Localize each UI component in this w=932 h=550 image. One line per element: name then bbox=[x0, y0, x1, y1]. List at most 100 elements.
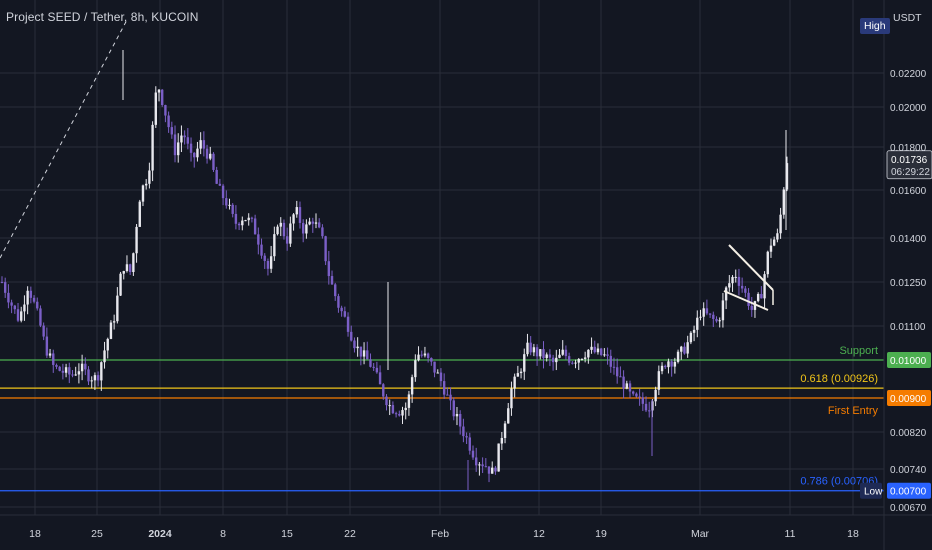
price-tick-label: 0.01400 bbox=[890, 234, 927, 245]
candle-body bbox=[420, 354, 423, 356]
candle-body bbox=[449, 394, 452, 401]
candle-body bbox=[497, 443, 500, 472]
candle-body bbox=[683, 346, 686, 354]
candlesticks bbox=[0, 50, 789, 490]
candle-body bbox=[318, 222, 321, 228]
candle-body bbox=[221, 185, 225, 199]
candle-body bbox=[144, 183, 148, 186]
candle-body bbox=[48, 353, 52, 356]
candle-body bbox=[606, 354, 609, 356]
candle-body bbox=[465, 436, 468, 438]
candle-body bbox=[125, 264, 129, 272]
candle-body bbox=[590, 346, 593, 350]
candle-body bbox=[196, 148, 199, 158]
candle-body bbox=[122, 271, 125, 274]
candle-body bbox=[273, 234, 276, 257]
candle-body bbox=[301, 222, 305, 234]
high-tag: High bbox=[860, 18, 890, 34]
low-tag: Low bbox=[864, 487, 883, 498]
candle-body bbox=[452, 400, 455, 417]
candle-body bbox=[523, 354, 526, 372]
price-label-bg bbox=[887, 352, 931, 368]
candle-body bbox=[410, 377, 414, 395]
candle-body bbox=[503, 423, 507, 438]
candle-body bbox=[276, 226, 279, 235]
candle-body bbox=[324, 236, 327, 262]
candle-body bbox=[622, 376, 625, 389]
candle-body bbox=[282, 222, 286, 237]
candle-body bbox=[186, 137, 190, 144]
trend-dashed-line bbox=[0, 17, 129, 259]
candle-body bbox=[577, 359, 580, 363]
candle-body bbox=[289, 223, 292, 244]
candle-body bbox=[84, 363, 87, 370]
candle-body bbox=[603, 354, 606, 356]
candle-body bbox=[90, 380, 93, 382]
candle-body bbox=[132, 253, 135, 273]
candle-body bbox=[13, 305, 17, 310]
candle-body bbox=[587, 349, 590, 358]
candle-body bbox=[340, 307, 343, 312]
price-tick-label: 0.01250 bbox=[890, 278, 927, 289]
candle-body bbox=[731, 276, 734, 284]
candle-body bbox=[667, 361, 670, 368]
candle-body bbox=[753, 301, 757, 310]
candle-body bbox=[77, 371, 81, 375]
price-label-bg bbox=[887, 390, 931, 406]
time-tick-label: Feb bbox=[431, 528, 449, 540]
candle-body bbox=[747, 292, 750, 306]
candle-body bbox=[218, 183, 222, 186]
candle-body bbox=[353, 340, 356, 349]
chart-title: Project SEED / Tether, 8h, KUCOIN bbox=[6, 10, 199, 24]
candle-body bbox=[20, 311, 23, 321]
candle-body bbox=[266, 260, 270, 269]
candle-body bbox=[343, 311, 347, 317]
countdown: 06:29:22 bbox=[891, 167, 930, 178]
pennant-upper-line bbox=[728, 244, 774, 291]
candle-body bbox=[36, 301, 39, 309]
candle-body bbox=[29, 290, 33, 298]
price-label: 0.01000 bbox=[890, 356, 927, 367]
candle-body bbox=[551, 357, 555, 363]
hline-label: 0.618 (0.00926) bbox=[800, 373, 878, 385]
candle-body bbox=[423, 353, 427, 356]
candle-body bbox=[740, 285, 744, 289]
candle-body bbox=[670, 361, 673, 367]
candle-body bbox=[542, 349, 545, 359]
horizontal-lines: Support 0.01000 0.618 (0.00926) First Entry… bbox=[0, 345, 931, 499]
candle-body bbox=[779, 214, 782, 234]
candle-body bbox=[16, 309, 20, 321]
candle-body bbox=[199, 140, 202, 149]
chart-grid bbox=[0, 0, 884, 515]
candle-body bbox=[116, 295, 119, 322]
candle-body bbox=[728, 283, 731, 288]
candle-body bbox=[635, 393, 638, 397]
low-tag-bg bbox=[860, 482, 882, 499]
price-tick-label: 0.00820 bbox=[890, 428, 927, 439]
candle-body bbox=[103, 350, 106, 363]
candle-body bbox=[237, 223, 241, 226]
candle-body bbox=[612, 366, 616, 368]
price-tick-label: 0.02200 bbox=[890, 69, 927, 80]
candle-body bbox=[148, 170, 151, 184]
candle-body bbox=[311, 221, 314, 224]
candle-body bbox=[32, 297, 36, 302]
candle-body bbox=[772, 239, 776, 246]
candle-body bbox=[87, 369, 90, 382]
candle-body bbox=[785, 163, 789, 190]
candle-body bbox=[708, 313, 712, 315]
candle-body bbox=[526, 342, 529, 355]
candle-body bbox=[257, 234, 260, 245]
candle-body bbox=[260, 244, 263, 256]
candle-body bbox=[96, 375, 100, 381]
time-tick-label: 19 bbox=[595, 528, 607, 540]
candle-body bbox=[45, 336, 49, 356]
candle-body bbox=[173, 134, 177, 156]
candle-body bbox=[151, 124, 154, 171]
candle-body bbox=[599, 348, 603, 355]
candle-body bbox=[507, 408, 510, 424]
candle-body bbox=[52, 353, 55, 365]
price-label: 0.00900 bbox=[890, 394, 927, 405]
candle-body bbox=[212, 153, 215, 170]
